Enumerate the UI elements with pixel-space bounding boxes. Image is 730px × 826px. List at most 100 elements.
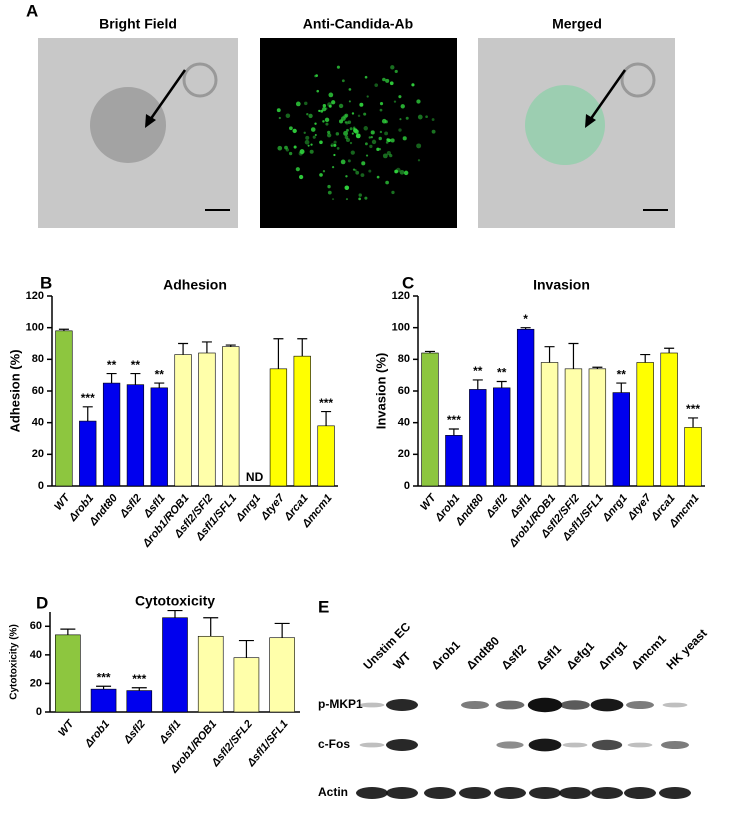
bar	[636, 362, 654, 487]
bar	[445, 435, 463, 487]
bar	[90, 688, 117, 713]
row-label: p-MKP1	[318, 697, 363, 711]
annotation: ND	[246, 470, 264, 484]
annotation: ***	[686, 402, 700, 416]
y-tick-label: 60	[32, 385, 44, 397]
lane-label: Δndt80	[463, 634, 502, 673]
annotation: ***	[132, 672, 146, 686]
y-tick-label: 60	[398, 385, 410, 397]
annotation: **	[617, 367, 627, 381]
error-bar	[424, 350, 435, 353]
bar	[493, 387, 511, 487]
x-tick-label: WT	[418, 491, 439, 513]
y-tick-label: 60	[30, 620, 42, 632]
y-tick-label: 80	[398, 353, 410, 365]
blot-band	[496, 741, 524, 749]
error-bar	[568, 342, 579, 369]
lane-label: Δnrg1	[595, 638, 630, 673]
bar	[162, 617, 188, 713]
x-tick-label: Δnrg1	[600, 492, 630, 524]
annotation: ***	[97, 670, 111, 684]
annotation: ***	[447, 413, 461, 427]
blot-band	[627, 742, 653, 748]
error-bar	[203, 617, 219, 637]
panel-label: B	[40, 273, 52, 292]
blot-band	[528, 738, 562, 752]
y-tick-label: 100	[26, 322, 44, 334]
annotation: **	[107, 358, 117, 372]
error-bar	[321, 410, 332, 426]
blot-band	[386, 699, 418, 711]
lane-label: Δsfl1	[533, 642, 564, 673]
y-tick-label: 100	[392, 322, 410, 334]
y-tick-label: 0	[36, 706, 42, 718]
blot-band	[359, 702, 385, 708]
error-bar	[58, 328, 69, 331]
bar	[269, 368, 288, 487]
lane-label: Δefg1	[563, 639, 597, 673]
blot-band	[661, 741, 689, 749]
bar	[233, 657, 260, 713]
lane-label: HK yeast	[663, 626, 709, 672]
x-tick-label: WT	[56, 717, 77, 739]
x-tick-label: Δsfl2	[117, 492, 144, 521]
y-tick-label: 40	[398, 417, 410, 429]
annotation: **	[131, 358, 141, 372]
blot-band	[359, 742, 385, 748]
x-tick-label: Δtye7	[258, 491, 287, 523]
bar	[540, 362, 559, 487]
error-bar	[496, 380, 507, 388]
bar	[421, 352, 439, 487]
x-tick-label: WT	[52, 491, 73, 513]
error-bar	[664, 347, 675, 353]
bar	[197, 635, 224, 713]
bar	[516, 328, 535, 487]
blot-band	[590, 698, 624, 712]
blot-band	[591, 739, 623, 751]
x-tick-label: Δsfl1	[157, 718, 184, 747]
panel-label: A	[26, 1, 38, 20]
bar	[102, 382, 121, 487]
bar	[55, 634, 81, 713]
bar	[269, 637, 295, 713]
y-tick-label: 40	[30, 649, 42, 661]
error-bar	[167, 609, 183, 618]
panel-label: D	[36, 593, 48, 612]
fluorescence-image	[260, 38, 457, 228]
bar	[564, 368, 583, 487]
blot-band	[424, 787, 456, 799]
blot-band	[560, 700, 590, 710]
error-bar	[238, 639, 254, 658]
blot-band	[624, 787, 656, 799]
bar	[660, 352, 678, 487]
error-bar	[130, 372, 141, 385]
error-bar	[448, 428, 459, 436]
x-tick-label: Δsfl2	[483, 492, 510, 521]
error-bar	[520, 327, 531, 330]
lane-label: Δrob1	[428, 638, 463, 673]
blot-band	[356, 787, 388, 799]
bar	[317, 425, 335, 487]
annotation: ***	[319, 396, 333, 410]
bar	[612, 392, 630, 487]
error-bar	[544, 346, 555, 363]
blot-band	[386, 787, 418, 799]
error-bar	[201, 341, 212, 353]
blot-band	[559, 787, 591, 799]
x-tick-label: Δsfl2	[121, 718, 148, 747]
bar	[126, 384, 145, 487]
blot-band	[662, 702, 688, 708]
blot-band	[494, 787, 526, 799]
blot-band	[562, 742, 588, 748]
row-label: Actin	[318, 785, 348, 799]
bar	[293, 355, 311, 487]
bar	[222, 346, 240, 487]
blot-band	[461, 701, 489, 709]
image-title: Bright Field	[99, 16, 177, 32]
y-axis-label: Cytotoxicity (%)	[9, 624, 20, 700]
lane-label: Δsfl2	[498, 642, 529, 673]
y-tick-label: 80	[32, 353, 44, 365]
chart-title: Cytotoxicity	[135, 593, 215, 609]
bar	[150, 387, 168, 487]
